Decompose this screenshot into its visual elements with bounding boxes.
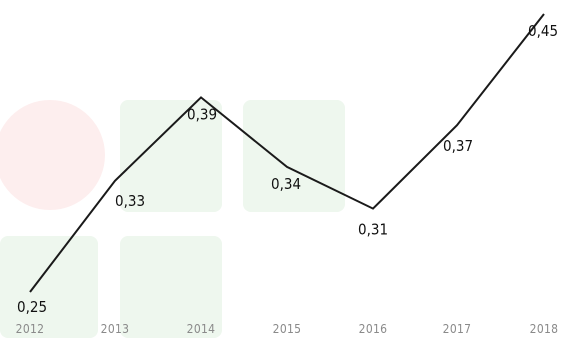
background-watermark bbox=[0, 100, 345, 338]
data-label: 0,33 bbox=[115, 192, 145, 210]
x-tick-label: 2015 bbox=[273, 322, 302, 336]
x-tick-label: 2013 bbox=[101, 322, 130, 336]
x-tick-label: 2014 bbox=[187, 322, 216, 336]
watermark-square bbox=[120, 236, 222, 338]
data-label: 0,39 bbox=[187, 105, 217, 123]
x-tick-label: 2017 bbox=[443, 322, 472, 336]
data-label: 0,45 bbox=[528, 22, 558, 40]
watermark-square bbox=[0, 236, 98, 338]
watermark-square bbox=[243, 100, 345, 212]
x-tick-label: 2018 bbox=[530, 322, 559, 336]
watermark-square bbox=[120, 100, 222, 212]
data-label: 0,37 bbox=[443, 137, 473, 155]
data-label: 0,25 bbox=[17, 298, 47, 316]
watermark-circle bbox=[0, 100, 105, 210]
data-label: 0,31 bbox=[358, 221, 388, 239]
series-line bbox=[29, 13, 545, 293]
x-axis-ticks: 2012 2013 2014 2015 2016 2017 2018 bbox=[16, 322, 559, 336]
data-labels: 0,25 0,33 0,39 0,34 0,31 0,37 0,45 bbox=[17, 22, 558, 316]
data-label: 0,34 bbox=[271, 175, 301, 193]
x-tick-label: 2016 bbox=[359, 322, 388, 336]
x-tick-label: 2012 bbox=[16, 322, 45, 336]
